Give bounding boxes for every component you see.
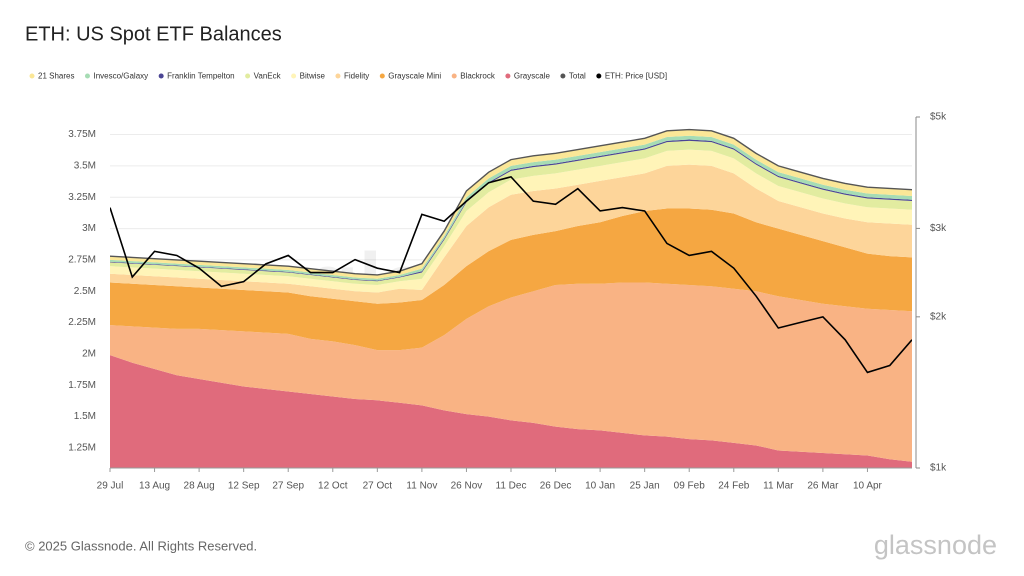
legend-label: Franklin Tempelton <box>167 72 234 81</box>
x-tick-label: 26 Mar <box>807 481 839 492</box>
y-tick-label: 3.75M <box>68 129 96 140</box>
y-tick-label: 1.5M <box>74 411 96 422</box>
areas <box>110 129 912 468</box>
legend-label: 21 Shares <box>38 72 74 81</box>
y-tick-label: 2.5M <box>74 286 96 297</box>
x-tick-label: 24 Feb <box>718 481 750 492</box>
x-tick-label: 26 Nov <box>451 481 483 492</box>
x-tick-label: 11 Mar <box>763 481 794 492</box>
y2-tick-label: $5k <box>930 112 947 123</box>
y-tick-label: 1.25M <box>68 443 96 454</box>
legend-swatch <box>245 73 251 79</box>
legend-swatch <box>29 73 35 79</box>
area <box>110 282 912 462</box>
y2-tick-label: $2k <box>930 311 947 322</box>
x-tick-label: 26 Dec <box>540 481 572 492</box>
legend-swatch <box>291 73 297 79</box>
legend-label: Total <box>569 72 586 81</box>
x-tick-label: 25 Jan <box>630 481 660 492</box>
legend-swatch <box>505 73 511 79</box>
chart-title: ETH: US Spot ETF Balances <box>25 23 282 45</box>
x-tick-label: 10 Jan <box>585 481 615 492</box>
legend-swatch <box>379 73 385 79</box>
x-tick-label: 27 Sep <box>272 481 304 492</box>
y2-tick-label: $3k <box>930 223 947 234</box>
logo: glassnode <box>874 530 997 560</box>
legend-label: Invesco/Galaxy <box>93 72 148 81</box>
line <box>110 175 912 374</box>
legend-label: VanEck <box>254 72 282 81</box>
y-tick-label: 1.75M <box>68 380 96 391</box>
x-tick-label: 13 Aug <box>139 481 170 492</box>
y-tick-label: 2M <box>82 349 96 360</box>
legend-label: Blackrock <box>460 72 496 81</box>
x-tick-label: 09 Feb <box>674 481 706 492</box>
y2-tick-label: $1k <box>930 463 947 474</box>
area <box>110 135 912 281</box>
y-tick-label: 3.25M <box>68 192 96 203</box>
x-tick-label: 28 Aug <box>184 481 215 492</box>
legend-label: Grayscale Mini <box>388 72 441 81</box>
footer: © 2025 Glassnode. All Rights Reserved. <box>25 538 257 553</box>
area <box>110 140 912 285</box>
x-tick-label: 27 Oct <box>363 481 393 492</box>
legend-swatch <box>335 73 341 79</box>
y-tick-label: 3M <box>82 223 96 234</box>
legend-label: Fidelity <box>344 72 369 81</box>
legend-label: Bitwise <box>300 72 326 81</box>
x-tick-label: 29 Jul <box>97 481 124 492</box>
area <box>110 208 912 351</box>
area <box>110 355 912 468</box>
legend-swatch <box>560 73 566 79</box>
axes: 1.25M 1.5M 1.75M 2M 2.25M 2.5M 2.75M 3M 3.25M 3.5… <box>68 112 947 492</box>
legend-swatch <box>158 73 164 79</box>
x-tick-label: 11 Nov <box>406 481 437 492</box>
line <box>110 128 912 276</box>
legend-swatch <box>596 73 602 79</box>
x-tick-label: 12 Oct <box>318 481 348 492</box>
legend: 21 Shares Invesco/Galaxy Franklin Tempelto… <box>29 72 667 81</box>
area <box>110 164 912 304</box>
legend-label: ETH: Price [USD] <box>605 72 667 81</box>
x-tick-label: 11 Dec <box>496 481 527 492</box>
x-tick-label: 10 Apr <box>853 481 883 492</box>
legend-swatch <box>84 73 90 79</box>
legend-swatch <box>451 73 457 79</box>
legend-label: Grayscale <box>514 72 551 81</box>
lines <box>110 128 912 374</box>
y-tick-label: 2.75M <box>68 255 96 266</box>
y-tick-label: 3.5M <box>74 161 96 172</box>
area <box>110 149 912 293</box>
x-tick-label: 12 Sep <box>228 481 260 492</box>
y-tick-label: 2.25M <box>68 317 96 328</box>
